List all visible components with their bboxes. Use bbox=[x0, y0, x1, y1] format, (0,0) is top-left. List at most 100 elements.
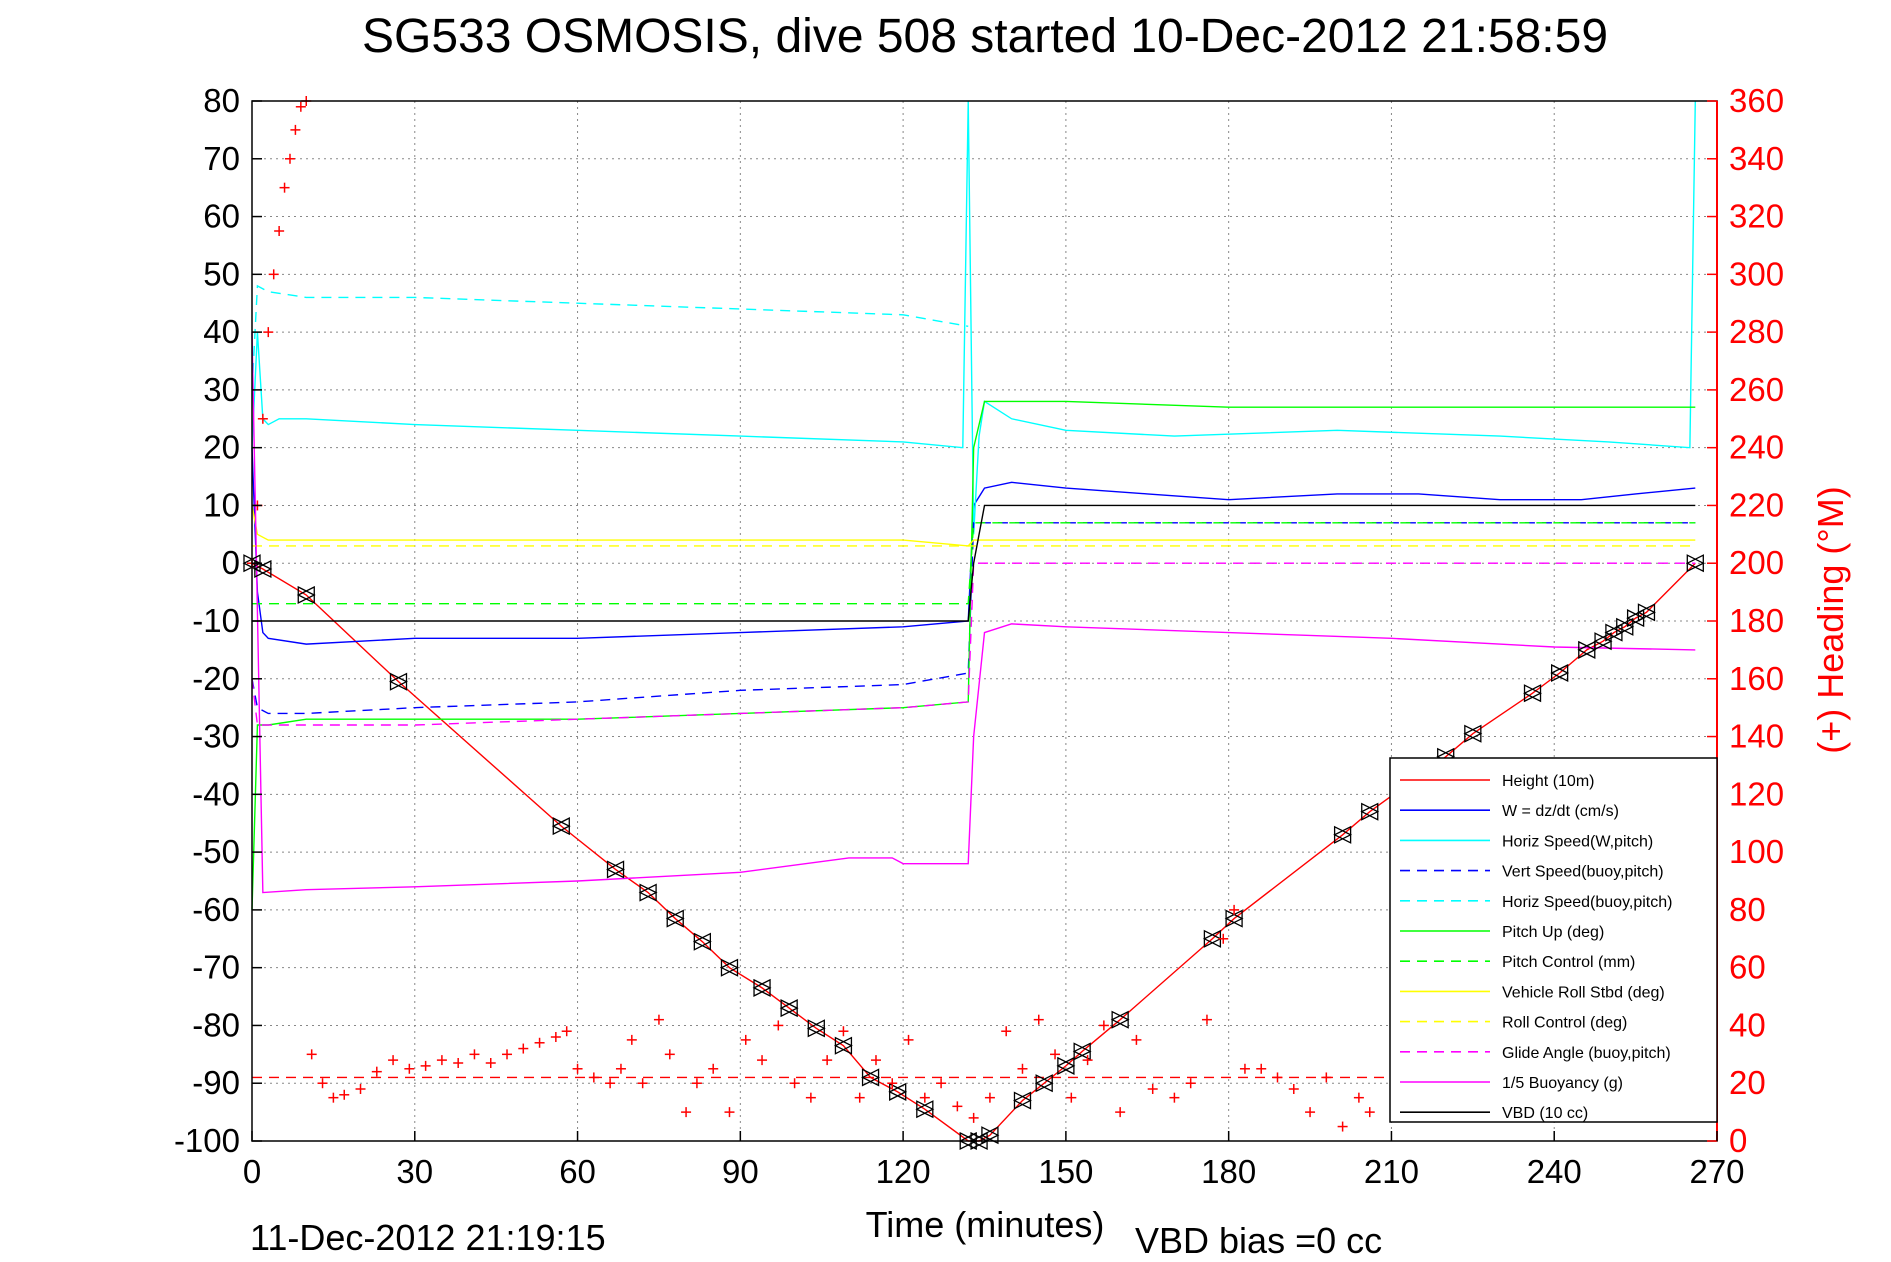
depth-marker bbox=[665, 909, 685, 928]
heading-point bbox=[306, 1049, 317, 1060]
depth-marker bbox=[1072, 1042, 1092, 1061]
heading-point bbox=[952, 1101, 963, 1112]
right-tick-label: 220 bbox=[1729, 486, 1784, 523]
heading-point bbox=[838, 1026, 849, 1037]
right-tick-label: 320 bbox=[1729, 198, 1784, 235]
series-layer bbox=[251, 100, 1717, 1142]
bottom-tick-label: 90 bbox=[722, 1153, 759, 1190]
left-tick-label: -100 bbox=[174, 1122, 240, 1159]
heading-point bbox=[1321, 1072, 1332, 1083]
depth-marker bbox=[1615, 617, 1635, 636]
bottom-tick-label: 270 bbox=[1689, 1153, 1744, 1190]
left-tick-label: 20 bbox=[203, 429, 240, 466]
heading-point bbox=[919, 1092, 930, 1103]
heading-point bbox=[257, 413, 268, 424]
right-tick-label: 0 bbox=[1729, 1122, 1747, 1159]
heading-point bbox=[822, 1055, 833, 1066]
heading-point bbox=[887, 1078, 898, 1089]
heading-point bbox=[605, 1078, 616, 1089]
depth-marker bbox=[1685, 554, 1705, 573]
heading-point bbox=[1239, 1063, 1250, 1074]
series-line-10 bbox=[251, 332, 1696, 894]
left-tick-label: 0 bbox=[222, 544, 240, 581]
heading-point bbox=[1098, 1020, 1109, 1031]
left-tick-label: 70 bbox=[203, 140, 240, 177]
heading-point bbox=[1185, 1078, 1196, 1089]
legend-label-11: VBD (10 cc) bbox=[1502, 1105, 1588, 1122]
left-tick-label: 10 bbox=[203, 486, 240, 523]
heading-point bbox=[339, 1089, 350, 1100]
legend-label-7: Vehicle Roll Stbd (deg) bbox=[1502, 984, 1665, 1001]
heading-point bbox=[805, 1092, 816, 1103]
depth-marker bbox=[1110, 1010, 1130, 1029]
series-line-5 bbox=[251, 400, 1696, 910]
heading-point bbox=[290, 124, 301, 135]
left-tick-label: -70 bbox=[192, 949, 240, 986]
heading-point bbox=[263, 327, 274, 338]
heading-point bbox=[518, 1043, 529, 1054]
series-line-0 bbox=[251, 562, 1696, 1142]
legend-entries: Height (10m) W = dz/dt (cm/s) Horiz Speed(… bbox=[1400, 773, 1672, 1122]
heading-point bbox=[317, 1078, 328, 1089]
right-tick-label: 260 bbox=[1729, 371, 1784, 408]
heading-point bbox=[936, 1078, 947, 1089]
bottom-tick-label: 210 bbox=[1364, 1153, 1419, 1190]
heading-point bbox=[1353, 1092, 1364, 1103]
right-tick-label: 280 bbox=[1729, 313, 1784, 350]
depth-marker bbox=[1056, 1056, 1076, 1075]
depth-marker bbox=[888, 1082, 908, 1101]
depth-marker bbox=[1523, 684, 1542, 703]
heading-point bbox=[550, 1032, 561, 1042]
left-tick-label: -80 bbox=[192, 1006, 240, 1043]
depth-marker bbox=[861, 1068, 881, 1087]
heading-point bbox=[681, 1107, 692, 1118]
heading-point bbox=[984, 1092, 995, 1103]
right-tick-label: 40 bbox=[1729, 1006, 1766, 1043]
left-tick-label: -40 bbox=[192, 775, 240, 812]
heading-point bbox=[1256, 1063, 1267, 1074]
heading-point bbox=[1169, 1092, 1180, 1103]
heading-point bbox=[1229, 904, 1240, 915]
heading-point bbox=[1201, 1014, 1212, 1025]
x-axis-label: Time (minutes) bbox=[866, 1204, 1105, 1245]
bottom-tick-label: 150 bbox=[1038, 1153, 1093, 1190]
footer-timestamp: 11-Dec-2012 21:19:15 bbox=[250, 1217, 606, 1258]
heading-point bbox=[1066, 1092, 1077, 1103]
left-tick-label: 30 bbox=[203, 371, 240, 408]
left-tick-label: -20 bbox=[192, 660, 240, 697]
heading-point bbox=[854, 1092, 865, 1103]
right-tick-label: 60 bbox=[1729, 949, 1766, 986]
left-tick-label: -90 bbox=[192, 1064, 240, 1101]
depth-marker bbox=[296, 585, 316, 605]
left-tick-label: -50 bbox=[192, 833, 240, 870]
bottom-tick-label: 60 bbox=[559, 1153, 596, 1190]
heading-point bbox=[268, 269, 279, 280]
bottom-tick-label: 120 bbox=[876, 1153, 931, 1190]
depth-marker bbox=[1360, 802, 1380, 821]
depth-marker bbox=[389, 672, 408, 691]
heading-point bbox=[626, 1034, 637, 1045]
heading-point bbox=[1017, 1063, 1028, 1074]
depth-marker bbox=[1550, 663, 1570, 683]
heading-point bbox=[453, 1058, 464, 1068]
heading-point bbox=[691, 1078, 702, 1089]
heading-point bbox=[1305, 1107, 1316, 1118]
left-tick-label: -30 bbox=[192, 718, 240, 755]
right-tick-label: 300 bbox=[1729, 255, 1784, 292]
heading-point bbox=[1218, 933, 1229, 944]
depth-marker bbox=[980, 1126, 1000, 1145]
heading-point bbox=[789, 1078, 800, 1089]
y-axis-right-label: (+) Heading (°M) bbox=[1810, 486, 1851, 753]
heading-point bbox=[757, 1055, 768, 1066]
depth-marker bbox=[752, 978, 772, 997]
bottom-tick-label: 0 bbox=[243, 1153, 261, 1190]
heading-point bbox=[485, 1058, 496, 1068]
heading-point bbox=[903, 1034, 914, 1045]
series-line-9 bbox=[251, 562, 1696, 726]
series-line-7 bbox=[251, 505, 1696, 547]
depth-marker bbox=[551, 817, 571, 836]
heading-point bbox=[404, 1063, 415, 1074]
heading-point bbox=[1001, 1026, 1012, 1037]
right-tick-label: 200 bbox=[1729, 544, 1784, 581]
heading-point bbox=[328, 1092, 339, 1103]
